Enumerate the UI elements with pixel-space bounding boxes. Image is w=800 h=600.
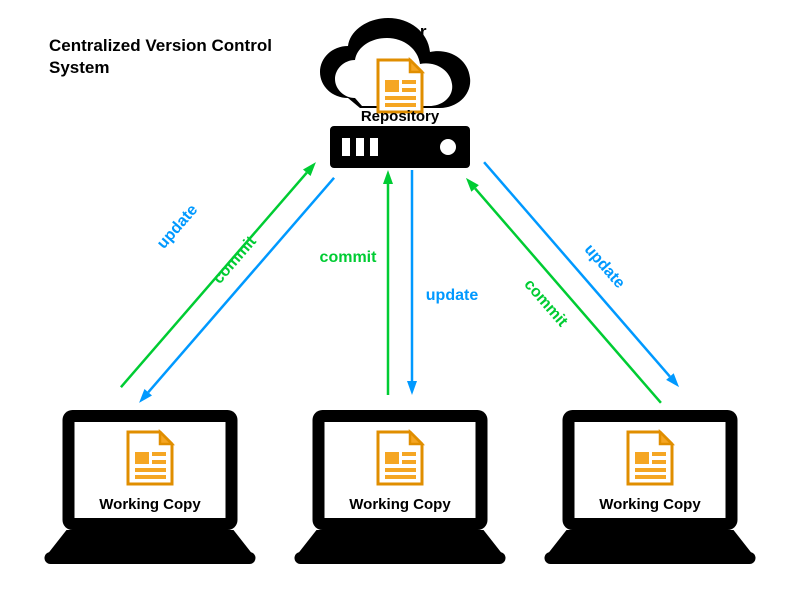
laptop-icon — [545, 410, 756, 564]
diagram-title: Centralized Version ControlSystem — [49, 35, 272, 79]
commit-label: commit — [520, 276, 571, 331]
working-copy-doc-icon — [378, 432, 422, 484]
working-copy-label: Working Copy — [575, 496, 726, 513]
laptop-icon — [295, 410, 506, 564]
commit-arrow — [383, 170, 393, 395]
update-arrow — [139, 178, 334, 403]
working-copy-label: Working Copy — [75, 496, 226, 513]
repository-label: Repository — [350, 108, 450, 125]
update-arrow — [484, 162, 679, 387]
update-arrow — [407, 170, 417, 395]
commit-label: commit — [210, 233, 261, 288]
server-label: Server — [360, 22, 440, 42]
working-copy-doc-icon — [628, 432, 672, 484]
working-copy-label: Working Copy — [325, 496, 476, 513]
update-label: update — [580, 241, 628, 292]
commit-arrow — [466, 178, 661, 403]
working-copy-doc-icon — [128, 432, 172, 484]
server-rack-icon — [330, 126, 470, 168]
laptop-icon — [45, 410, 256, 564]
commit-label: commit — [320, 249, 377, 267]
update-label: update — [426, 287, 478, 305]
update-label: update — [154, 202, 202, 253]
repository-doc-icon — [378, 60, 422, 112]
